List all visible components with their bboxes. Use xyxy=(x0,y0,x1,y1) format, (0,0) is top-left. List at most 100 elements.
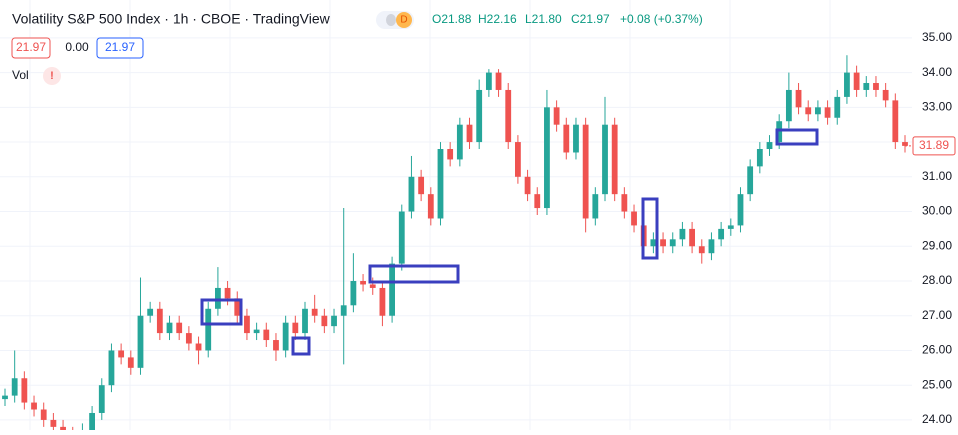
price-box-text: 21.97 xyxy=(105,40,135,54)
annotation-box[interactable] xyxy=(775,128,819,146)
annotation-box[interactable] xyxy=(368,264,460,284)
candle-body xyxy=(253,329,260,334)
candle-body xyxy=(118,350,125,358)
candle-body xyxy=(408,176,415,212)
candle-body xyxy=(853,72,860,90)
candle-body xyxy=(379,287,386,316)
ohlc-change: +0.08 (+0.37%) xyxy=(620,12,703,26)
y-tick-label: 30.00 xyxy=(922,204,952,218)
candle-body xyxy=(573,124,579,153)
candle-body xyxy=(708,239,715,254)
warning-icon[interactable] xyxy=(43,67,61,85)
candles xyxy=(2,55,908,430)
candle-body xyxy=(60,426,66,430)
candle-body xyxy=(582,124,589,219)
candle-body xyxy=(50,419,57,427)
candle-body xyxy=(882,89,889,101)
annotation-box[interactable] xyxy=(291,336,311,356)
candle-body xyxy=(902,142,908,146)
candle-body xyxy=(873,83,879,90)
candle-body xyxy=(369,284,376,288)
candle-body xyxy=(534,194,541,209)
candle-body xyxy=(669,239,676,247)
ohlc-open: O21.88 xyxy=(432,12,472,26)
candle-body xyxy=(766,142,773,150)
candle-body xyxy=(785,89,792,122)
candle-body xyxy=(418,176,425,195)
candle-body xyxy=(398,211,405,264)
candle-body xyxy=(89,412,95,430)
candle-body xyxy=(495,72,502,90)
candle-body xyxy=(31,402,37,410)
y-tick-label: 28.00 xyxy=(922,273,952,287)
candle-body xyxy=(282,322,289,351)
candle-body xyxy=(660,239,666,247)
candle-body xyxy=(815,107,821,115)
annotation-box[interactable] xyxy=(641,197,659,260)
y-tick-label: 34.00 xyxy=(922,65,952,79)
y-tick-label: 33.00 xyxy=(922,99,952,113)
candle-body xyxy=(302,308,308,334)
candle-body xyxy=(11,378,18,396)
candle-body xyxy=(544,107,550,209)
candle-body xyxy=(824,107,831,118)
ohlc-low: L21.80 xyxy=(525,12,562,26)
candle-body xyxy=(263,329,270,341)
candle-body xyxy=(331,315,337,327)
candle-body xyxy=(127,357,134,368)
candle-body xyxy=(311,308,318,316)
candle-body xyxy=(321,315,328,327)
candle-body xyxy=(40,409,47,420)
candle-body xyxy=(563,124,570,153)
candle-body xyxy=(273,340,279,351)
candle-body xyxy=(185,333,192,344)
annotation-box[interactable] xyxy=(200,298,243,326)
candle-body xyxy=(244,315,250,334)
candle-body xyxy=(650,239,657,247)
last-price-box xyxy=(912,136,956,156)
candle-body xyxy=(176,322,183,334)
candle-body xyxy=(466,124,473,143)
y-tick-label: 29.00 xyxy=(922,238,952,252)
candle-body xyxy=(456,124,463,160)
candle-body xyxy=(524,176,531,195)
price-box-text: 0.00 xyxy=(65,40,89,54)
candle-body xyxy=(485,72,492,90)
candle-body xyxy=(592,194,599,219)
candle-body xyxy=(137,315,144,368)
candle-body xyxy=(108,350,115,386)
price-box-text: 21.97 xyxy=(16,40,46,54)
badge-circle[interactable] xyxy=(396,12,412,28)
candle-body xyxy=(553,107,560,125)
candle-body xyxy=(166,322,173,334)
interval-badge: D xyxy=(400,15,407,26)
ohlc-close: C21.97 xyxy=(571,12,610,26)
candle-body xyxy=(360,280,366,285)
y-tick-label: 27.00 xyxy=(922,308,952,322)
candle-body xyxy=(718,228,725,240)
candle-body xyxy=(727,225,734,229)
candle-body xyxy=(834,96,841,118)
candle-body xyxy=(98,385,105,413)
candle-body xyxy=(805,107,812,115)
candle-body xyxy=(350,280,357,306)
candle-body xyxy=(447,149,454,160)
candle-body xyxy=(611,124,618,195)
annotations xyxy=(200,128,819,356)
price-axis: 24.00 25.00 26.00 27.00 28.00 29.00 30.00 31.00… xyxy=(905,30,956,426)
warning-text: ! xyxy=(50,70,54,82)
y-tick-label: 26.00 xyxy=(922,343,952,357)
candle-body xyxy=(427,194,434,219)
candle-body xyxy=(698,246,705,254)
price-box xyxy=(96,37,144,59)
chart-title: Volatility S&P 500 Index · 1h · CBOE · T… xyxy=(12,11,331,27)
y-tick-label: 25.00 xyxy=(922,377,952,391)
candle-body xyxy=(776,121,783,143)
candle-body xyxy=(215,287,221,309)
candle-body xyxy=(631,211,637,226)
candle-body xyxy=(147,308,154,316)
candle-body xyxy=(621,194,628,212)
badge-dot xyxy=(386,14,396,26)
grid xyxy=(0,0,912,430)
candle-body xyxy=(505,89,512,143)
